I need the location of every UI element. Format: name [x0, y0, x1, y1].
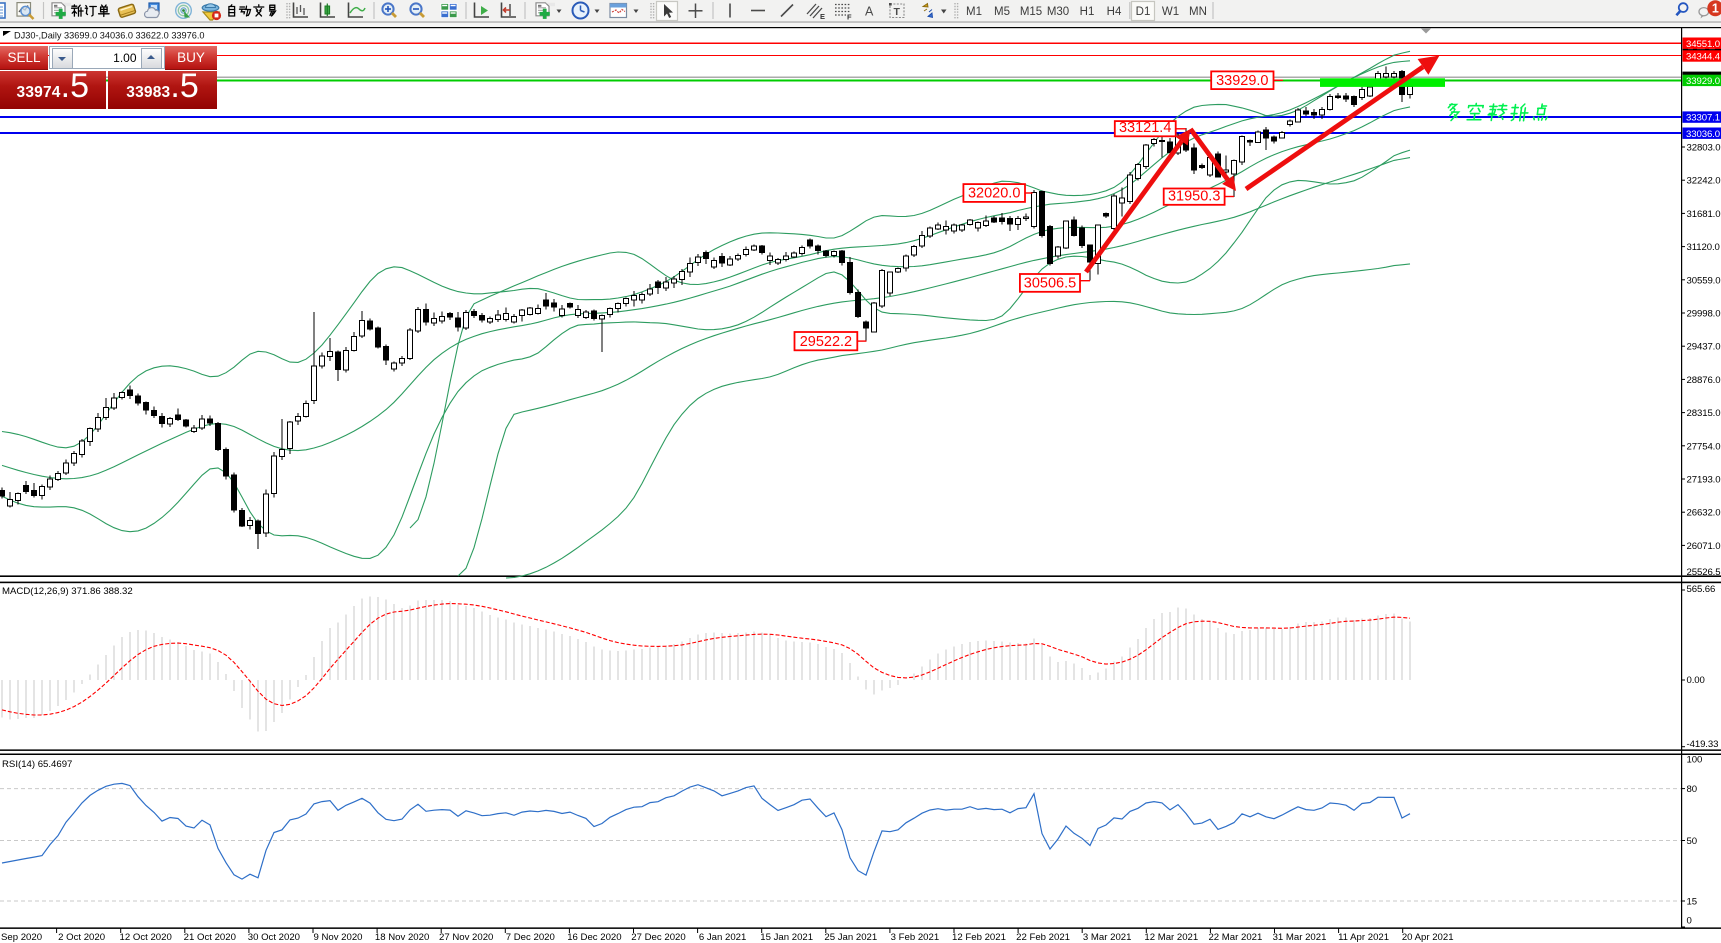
svg-text:0.00: 0.00	[1687, 675, 1705, 686]
svg-text:3 Mar 2021: 3 Mar 2021	[1083, 932, 1132, 943]
svg-text:F: F	[847, 13, 852, 22]
svg-text:30559.0: 30559.0	[1687, 275, 1721, 286]
svg-text:15: 15	[1687, 897, 1697, 908]
svg-text:25 Jan 2021: 25 Jan 2021	[824, 932, 877, 943]
svg-text:A: A	[865, 5, 874, 19]
svg-text:18 Nov 2020: 18 Nov 2020	[375, 932, 429, 943]
svg-text:11 Apr 2021: 11 Apr 2021	[1338, 932, 1389, 943]
svg-text:12 Oct 2020: 12 Oct 2020	[120, 932, 172, 943]
svg-text:33929.0: 33929.0	[1686, 76, 1720, 87]
svg-text:21 Oct 2020: 21 Oct 2020	[184, 932, 236, 943]
svg-text:H1: H1	[1080, 6, 1095, 18]
svg-text:80: 80	[1687, 784, 1697, 795]
svg-text:27754.0: 27754.0	[1687, 441, 1721, 452]
svg-text:D1: D1	[1136, 6, 1151, 18]
svg-text:20 Apr 2021: 20 Apr 2021	[1402, 932, 1454, 943]
svg-text:565.66: 565.66	[1687, 584, 1716, 595]
svg-text:M5: M5	[994, 6, 1010, 18]
svg-text:T: T	[894, 6, 901, 18]
svg-text:25526.5: 25526.5	[1687, 567, 1721, 578]
svg-text:33307.1: 33307.1	[1686, 113, 1720, 124]
svg-text:29437.0: 29437.0	[1687, 342, 1721, 353]
svg-text:DJ30-,Daily 33699.0 34036.0 3: DJ30-,Daily 33699.0 34036.0 33622.0 3397…	[14, 31, 205, 41]
svg-text:27 Dec 2020: 27 Dec 2020	[631, 932, 685, 943]
svg-text:32020.0: 32020.0	[968, 186, 1020, 202]
svg-text:W1: W1	[1162, 6, 1179, 18]
svg-text:33036.0: 33036.0	[1686, 129, 1720, 140]
svg-text:12 Mar 2021: 12 Mar 2021	[1144, 932, 1198, 943]
svg-text:3 Feb 2021: 3 Feb 2021	[891, 932, 940, 943]
svg-text:27 Nov 2020: 27 Nov 2020	[439, 932, 493, 943]
svg-text:26632.0: 26632.0	[1687, 508, 1721, 519]
svg-text:6 Jan 2021: 6 Jan 2021	[699, 932, 746, 943]
svg-text:33121.4: 33121.4	[1119, 120, 1171, 136]
svg-text:30 Oct 2020: 30 Oct 2020	[248, 932, 300, 943]
svg-text:0: 0	[1687, 915, 1692, 926]
svg-text:31120.0: 31120.0	[1687, 242, 1720, 253]
svg-text:-419.33: -419.33	[1687, 739, 1719, 750]
svg-text:MN: MN	[1189, 6, 1207, 18]
svg-text:H4: H4	[1107, 6, 1122, 18]
svg-text:34344.4: 34344.4	[1686, 52, 1721, 63]
svg-text:29522.2: 29522.2	[800, 334, 852, 350]
svg-text:12 Feb 2021: 12 Feb 2021	[952, 932, 1006, 943]
svg-text:9 Nov 2020: 9 Nov 2020	[313, 932, 362, 943]
svg-text:16 Dec 2020: 16 Dec 2020	[567, 932, 621, 943]
svg-text:30506.5: 30506.5	[1024, 276, 1076, 292]
svg-text:M1: M1	[966, 6, 982, 18]
svg-text:31681.0: 31681.0	[1687, 209, 1721, 220]
svg-text:27193.0: 27193.0	[1687, 475, 1721, 486]
svg-text:28876.0: 28876.0	[1687, 375, 1721, 386]
svg-text:31950.3: 31950.3	[1168, 189, 1220, 205]
svg-text:100: 100	[1687, 755, 1703, 766]
svg-text:29998.0: 29998.0	[1687, 309, 1721, 320]
svg-text:RSI(14) 65.4697: RSI(14) 65.4697	[2, 759, 72, 770]
svg-text:1: 1	[1712, 2, 1719, 16]
svg-text:E: E	[820, 12, 825, 21]
svg-text:22 Feb 2021: 22 Feb 2021	[1016, 932, 1070, 943]
svg-text:32803.0: 32803.0	[1687, 143, 1721, 154]
svg-text:34551.0: 34551.0	[1686, 39, 1720, 50]
svg-text:33929.0: 33929.0	[1216, 73, 1268, 89]
svg-text:M15: M15	[1020, 6, 1042, 18]
svg-text:28315.0: 28315.0	[1687, 408, 1721, 419]
svg-text:26071.0: 26071.0	[1687, 541, 1721, 552]
svg-text:31 Mar 2021: 31 Mar 2021	[1273, 932, 1327, 943]
svg-text:7 Dec 2020: 7 Dec 2020	[506, 932, 555, 943]
svg-text:MACD(12,26,9) 371.86 388.32: MACD(12,26,9) 371.86 388.32	[2, 586, 133, 597]
svg-text:32242.0: 32242.0	[1687, 176, 1721, 187]
svg-text:M30: M30	[1047, 6, 1069, 18]
svg-text:2 Oct 2020: 2 Oct 2020	[58, 932, 105, 943]
svg-text:15 Jan 2021: 15 Jan 2021	[760, 932, 813, 943]
svg-text:3 Sep 2020: 3 Sep 2020	[0, 932, 42, 943]
svg-text:50: 50	[1687, 836, 1697, 847]
svg-text:22 Mar 2021: 22 Mar 2021	[1208, 932, 1262, 943]
